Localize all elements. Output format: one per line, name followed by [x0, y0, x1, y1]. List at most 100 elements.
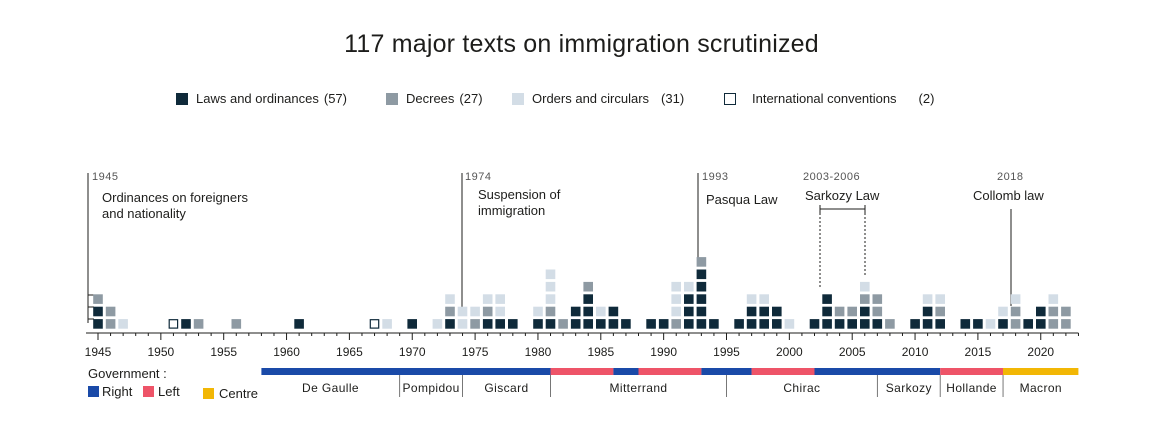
text-square-law-1989	[646, 319, 656, 329]
text-square-law-2003	[822, 319, 832, 329]
text-square-decree-1993	[696, 257, 707, 267]
text-square-law-1993	[696, 306, 707, 317]
text-square-order-1992	[684, 281, 694, 292]
text-square-law-1945	[93, 319, 103, 329]
text-square-law-1984	[583, 319, 593, 329]
text-square-law-1990	[658, 319, 669, 329]
text-square-order-1985	[596, 306, 606, 317]
x-tick-label-1990: 1990	[650, 345, 677, 359]
annotation-1993-line1: Pasqua Law	[706, 192, 778, 207]
government-band-left-1988	[638, 368, 702, 375]
government-band-left-1981	[550, 368, 614, 375]
x-tick-label-1980: 1980	[525, 345, 552, 359]
text-square-order-2016	[985, 319, 996, 329]
x-tick-label-1965: 1965	[336, 345, 363, 359]
text-square-order-1973	[445, 294, 455, 304]
legend-count-decrees: (27)	[459, 91, 483, 106]
text-square-law-1984	[583, 306, 593, 317]
president-label-hollande: Hollande	[946, 381, 997, 395]
annotation-year-2018: 2018	[997, 171, 1024, 183]
text-square-law-2019	[1023, 319, 1033, 329]
government-band-right-1986	[613, 368, 639, 375]
right-swatch-icon	[88, 386, 99, 397]
government-band-right-1993	[701, 368, 752, 375]
text-square-law-1977	[495, 319, 505, 329]
text-square-order-2017	[998, 306, 1008, 317]
annotation-year-1993: 1993	[702, 171, 729, 183]
text-square-law-1983	[570, 306, 581, 317]
legend-label-orders: Orders and circulars	[532, 91, 650, 106]
annotation-text-1945: Ordinances on foreigners and nationality	[102, 190, 248, 222]
text-square-law-1984	[583, 294, 593, 304]
text-square-law-1970	[407, 319, 417, 329]
text-square-decree-2021	[1048, 319, 1059, 329]
text-square-order-1997	[746, 294, 757, 304]
gov-legend-right-label: Right	[102, 384, 133, 399]
annotation-2018-line1: Collomb law	[973, 188, 1044, 203]
text-square-order-1991	[671, 294, 681, 304]
text-square-order-1991	[671, 306, 681, 317]
text-square-law-2015	[973, 319, 983, 329]
text-square-decree-1991	[671, 319, 681, 329]
text-square-law-2017	[998, 319, 1008, 329]
annotation-year-1945: 1945	[92, 171, 119, 183]
annotation-text-2003-2006: Sarkozy Law	[805, 188, 879, 204]
annotation-text-1974: Suspension of immigration	[478, 187, 560, 219]
text-square-order-1947	[118, 319, 128, 329]
annotation-1945-line1: Ordinances on foreigners	[102, 190, 248, 205]
text-square-order-2000	[784, 319, 795, 329]
x-tick-label-2000: 2000	[776, 345, 803, 359]
government-band-right-1958	[261, 368, 551, 375]
x-tick-label-1950: 1950	[147, 345, 174, 359]
x-tick-label-1955: 1955	[210, 345, 237, 359]
text-square-law-1985	[596, 319, 606, 329]
text-square-decree-2022	[1061, 319, 1071, 329]
text-square-law-1945	[93, 306, 103, 317]
text-square-law-2003	[822, 294, 832, 304]
text-square-law-2003	[822, 306, 832, 317]
text-square-law-2006	[860, 306, 870, 317]
gov-legend-left: Left	[143, 384, 180, 399]
text-square-decree-1982	[558, 319, 568, 329]
x-tick-label-1985: 1985	[587, 345, 614, 359]
text-square-decree-1946	[105, 306, 116, 317]
x-tick-label-1960: 1960	[273, 345, 300, 359]
text-square-order-1981	[545, 294, 556, 304]
text-square-order-1974	[457, 319, 468, 329]
annotation-1945-line2: and nationality	[102, 206, 186, 221]
text-square-decree-2007	[872, 294, 883, 304]
x-tick-label-1945: 1945	[85, 345, 112, 359]
text-square-decree-1956	[231, 319, 242, 329]
text-square-decree-2021	[1048, 306, 1059, 317]
gov-legend-right: Right	[88, 384, 132, 399]
text-square-order-1981	[545, 269, 556, 280]
text-square-order-1972	[432, 319, 443, 329]
text-square-law-1987	[621, 319, 631, 329]
president-label-macron: Macron	[1020, 381, 1062, 395]
legend-label-conventions: International conventions	[752, 91, 897, 106]
text-square-law-1993	[696, 281, 707, 292]
text-square-decree-1973	[445, 306, 455, 317]
text-square-law-1961	[294, 319, 304, 329]
text-square-decree-2012	[935, 306, 945, 317]
text-square-order-2006	[860, 281, 870, 292]
conventions-swatch-icon	[724, 92, 736, 105]
x-tick-label-2005: 2005	[839, 345, 866, 359]
text-square-decree-1945	[93, 294, 103, 304]
text-square-decree-1953	[193, 319, 204, 329]
text-square-decree-1975	[470, 319, 480, 329]
president-label-de-gaulle: De Gaulle	[302, 381, 359, 395]
text-square-order-1975	[470, 306, 480, 317]
centre-swatch-icon	[203, 388, 214, 399]
text-square-order-1977	[495, 294, 505, 304]
text-square-decree-2006	[860, 294, 870, 304]
text-square-law-2006	[860, 319, 870, 329]
decrees-swatch-icon	[386, 92, 398, 105]
text-square-decree-2005	[847, 306, 857, 317]
text-square-law-2014	[960, 319, 971, 329]
legend-item-decrees: Decrees (27)	[386, 91, 483, 106]
legend-item-laws: Laws and ordinances (57)	[176, 91, 347, 106]
annotation-year-1974: 1974	[465, 171, 492, 183]
government-band-left-1997	[751, 368, 815, 375]
text-square-decree-2007	[872, 306, 883, 317]
